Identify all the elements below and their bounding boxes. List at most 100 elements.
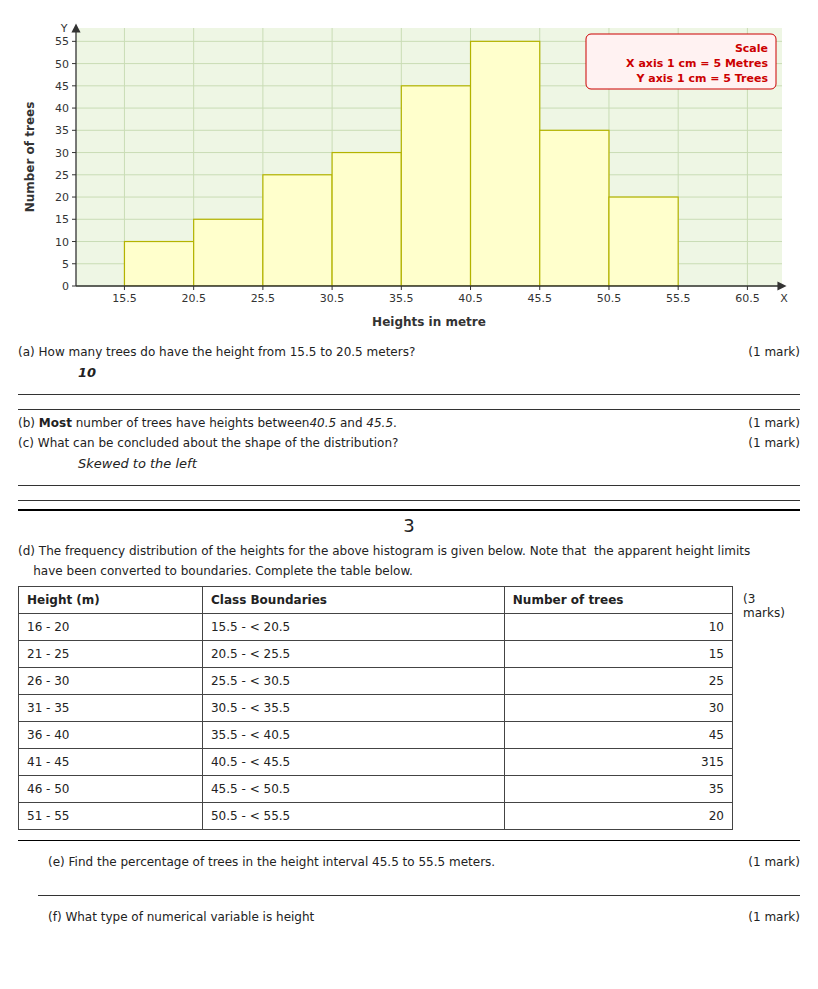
y-tick-label: 30 <box>55 147 69 160</box>
table-cell: 50.5 - < 55.5 <box>202 803 504 830</box>
x-axis-line <box>76 285 782 286</box>
bar <box>194 219 263 286</box>
y-tick-label: 35 <box>55 124 69 137</box>
question-part: number of trees have heights between <box>72 416 310 430</box>
question-row: (c) What can be concluded about the shap… <box>18 436 800 450</box>
x-tick-label: 50.5 <box>597 292 622 305</box>
table-cell: 25 <box>504 668 732 695</box>
table-cell: 20 <box>504 803 732 830</box>
x-tick <box>608 286 609 290</box>
y-tick <box>72 174 76 175</box>
table-row: 51 - 5550.5 - < 55.520 <box>19 803 733 830</box>
table-row: 36 - 4035.5 - < 40.545 <box>19 722 733 749</box>
question: (a) How many trees do have the height fr… <box>18 345 415 359</box>
table-header: Number of trees <box>504 587 732 614</box>
scale-box-line: Y axis 1 cm = 5 Trees <box>636 72 769 85</box>
y-axis-label: Number of trees <box>23 102 37 213</box>
table-header: Height (m) <box>19 587 203 614</box>
x-tick <box>678 286 679 290</box>
table-cell: 40.5 - < 45.5 <box>202 749 504 776</box>
scale-box-line: Scale <box>735 42 768 55</box>
scale-box-text: Scale X axis 1 cm = 5 Metres Y axis 1 cm =… <box>626 42 768 85</box>
y-tick <box>72 41 76 42</box>
y-tick <box>72 197 76 198</box>
mark: (1 mark) <box>748 910 800 924</box>
table-row: 41 - 4540.5 - < 45.5315 <box>19 749 733 776</box>
plot-background <box>76 28 782 286</box>
x-tick-label: 20.5 <box>181 292 206 305</box>
histogram-chart: 15.520.525.530.535.540.545.550.555.560.5… <box>18 6 800 336</box>
table-cell: 45.5 - < 50.5 <box>202 776 504 803</box>
y-tick-label: 20 <box>55 191 69 204</box>
question-part: 45.5 <box>366 416 393 430</box>
y-tick <box>72 219 76 220</box>
x-tick <box>193 286 194 290</box>
x-tick <box>262 286 263 290</box>
bar <box>263 175 332 286</box>
scale-box-line: X axis 1 cm = 5 Metres <box>626 57 768 70</box>
frequency-table: Height (m)Class BoundariesNumber of tree… <box>18 586 733 830</box>
question-part: Most <box>39 416 72 430</box>
table-cell: 36 - 40 <box>19 722 203 749</box>
table-cell: 15 <box>504 641 732 668</box>
x-tick-label: 35.5 <box>389 292 414 305</box>
answer-line <box>18 395 800 410</box>
table-cell: 315 <box>504 749 732 776</box>
question: have been converted to boundaries. Compl… <box>18 564 800 578</box>
mark: (1 mark) <box>748 416 800 430</box>
y-tick-label: 50 <box>55 58 69 71</box>
question: (b) Most number of trees have heights be… <box>18 416 397 430</box>
table-cell: 35 <box>504 776 732 803</box>
table-row: 31 - 3530.5 - < 35.530 <box>19 695 733 722</box>
y-tick-label: 5 <box>62 258 69 271</box>
table-cell: 30 <box>504 695 732 722</box>
qa-section: (a) How many trees do have the height fr… <box>18 345 800 501</box>
y-tick <box>72 85 76 86</box>
table-cell: 20.5 - < 25.5 <box>202 641 504 668</box>
page: 15.520.525.530.535.540.545.550.555.560.5… <box>0 0 818 924</box>
table-row: 21 - 2520.5 - < 25.515 <box>19 641 733 668</box>
bar <box>609 197 678 286</box>
bar <box>471 41 540 286</box>
y-tick <box>72 152 76 153</box>
y-tick <box>72 241 76 242</box>
table-cell: 46 - 50 <box>19 776 203 803</box>
y-tick-label: 55 <box>55 35 69 48</box>
x-tick <box>332 286 333 290</box>
question-part: . <box>393 416 397 430</box>
table-cell: 16 - 20 <box>19 614 203 641</box>
page-number: 3 <box>18 509 800 538</box>
y-tick-label: 10 <box>55 236 69 249</box>
question-row: (b) Most number of trees have heights be… <box>18 416 800 430</box>
question-row: (f) What type of numerical variable is h… <box>18 910 800 924</box>
bar <box>332 153 401 286</box>
x-arrow-label: X <box>780 292 788 305</box>
question: (e) Find the percentage of trees in the … <box>48 855 495 869</box>
table-header-row: Height (m)Class BoundariesNumber of tree… <box>19 587 733 614</box>
x-tick <box>470 286 471 290</box>
question: (c) What can be concluded about the shap… <box>18 436 398 450</box>
y-tick <box>72 286 76 287</box>
question-part: (b) <box>18 416 39 430</box>
separator <box>18 840 800 841</box>
table-row: 26 - 3025.5 - < 30.525 <box>19 668 733 695</box>
table-cell: 31 - 35 <box>19 695 203 722</box>
question-row: (e) Find the percentage of trees in the … <box>18 855 800 869</box>
table-cell: 10 <box>504 614 732 641</box>
question-row: (a) How many trees do have the height fr… <box>18 345 800 359</box>
table-cell: 35.5 - < 40.5 <box>202 722 504 749</box>
table-cell: 51 - 55 <box>19 803 203 830</box>
mark: (1 mark) <box>748 855 800 869</box>
y-tick-label: 15 <box>55 213 69 226</box>
y-tick-label: 45 <box>55 80 69 93</box>
y-tick <box>72 63 76 64</box>
question-part: and <box>336 416 366 430</box>
answer: Skewed to the left <box>78 456 800 471</box>
y-tick-label: 40 <box>55 102 69 115</box>
x-tick-label: 15.5 <box>112 292 137 305</box>
answer: 10 <box>78 365 800 380</box>
x-tick-label: 45.5 <box>527 292 552 305</box>
question-part: 40.5 <box>309 416 336 430</box>
bar <box>124 242 193 286</box>
scale-box <box>586 34 776 89</box>
